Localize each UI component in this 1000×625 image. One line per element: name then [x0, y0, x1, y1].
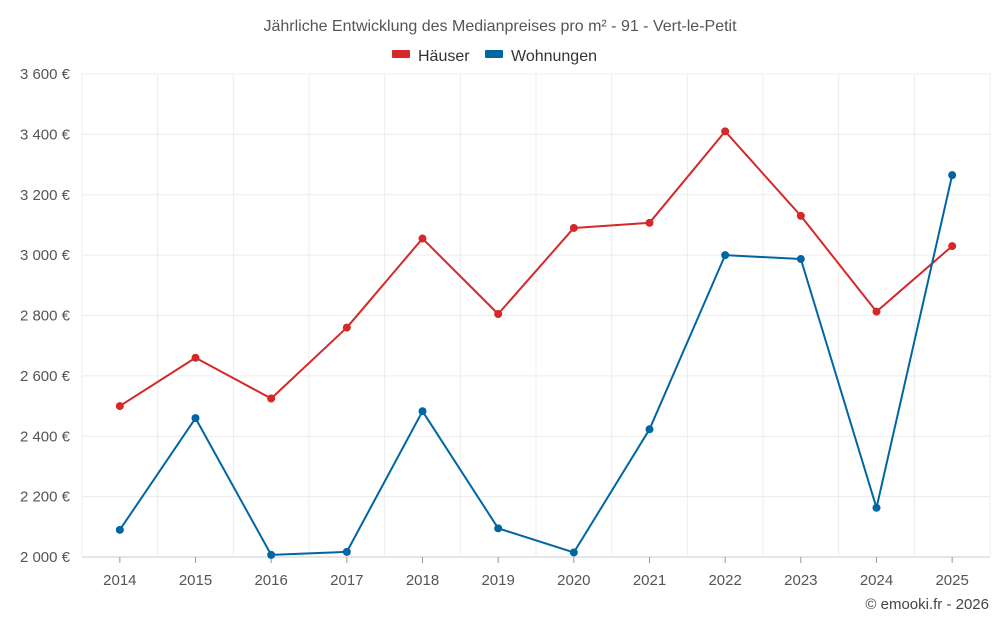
- y-tick-label: 3 600 €: [20, 66, 71, 83]
- gridlines: [81, 73, 991, 558]
- data-point-wohnungen[interactable]: [948, 171, 957, 180]
- x-tick-label: 2025: [935, 572, 968, 589]
- x-tick-label: 2018: [406, 572, 439, 589]
- y-tick-label: 2 000 €: [20, 549, 71, 566]
- y-tick-label: 2 600 €: [20, 368, 71, 385]
- data-point-hauser[interactable]: [569, 223, 578, 232]
- x-tick-label: 2016: [254, 572, 287, 589]
- data-point-wohnungen[interactable]: [721, 251, 730, 260]
- data-point-hauser[interactable]: [191, 353, 200, 362]
- data-point-wohnungen[interactable]: [645, 425, 654, 434]
- legend-label-hauser: Häuser: [418, 48, 470, 65]
- data-point-hauser[interactable]: [342, 323, 351, 332]
- data-point-hauser[interactable]: [267, 394, 276, 403]
- data-point-wohnungen[interactable]: [494, 524, 503, 533]
- data-point-hauser[interactable]: [872, 307, 881, 316]
- y-tick-label: 2 400 €: [20, 428, 71, 445]
- data-point-hauser[interactable]: [115, 402, 124, 411]
- data-point-wohnungen[interactable]: [267, 550, 276, 559]
- x-axis: 2014 2015 2016 2017 2018 2019 2020 2021 2022 2023…: [103, 557, 969, 589]
- legend-label-wohnungen: Wohnungen: [511, 48, 597, 65]
- legend-item-wohnungen[interactable]: Wohnungen: [485, 48, 597, 65]
- x-tick-label: 2017: [330, 572, 363, 589]
- data-point-wohnungen[interactable]: [569, 548, 578, 557]
- x-tick-label: 2014: [103, 572, 136, 589]
- x-tick-label: 2020: [557, 572, 590, 589]
- x-tick-label: 2015: [179, 572, 212, 589]
- data-point-hauser[interactable]: [948, 242, 957, 251]
- y-axis: 2 000 € 2 200 € 2 400 € 2 600 € 2 800 € 3 000…: [20, 66, 71, 566]
- series-line-hauser: [119, 130, 953, 407]
- data-point-hauser[interactable]: [418, 234, 427, 243]
- data-point-hauser[interactable]: [645, 218, 654, 227]
- data-point-wohnungen[interactable]: [191, 414, 200, 423]
- legend-swatch-wohnungen: [485, 50, 503, 58]
- data-point-wohnungen[interactable]: [796, 255, 805, 264]
- data-point-hauser[interactable]: [494, 309, 503, 318]
- plot-area: [115, 127, 957, 559]
- series-line-wohnungen: [119, 174, 954, 556]
- y-tick-label: 3 200 €: [20, 187, 71, 204]
- x-tick-label: 2023: [784, 572, 817, 589]
- data-point-wohnungen[interactable]: [115, 525, 124, 534]
- data-point-wohnungen[interactable]: [872, 503, 881, 512]
- y-tick-label: 3 400 €: [20, 126, 71, 143]
- x-tick-label: 2019: [481, 572, 514, 589]
- x-tick-label: 2024: [860, 572, 893, 589]
- data-point-wohnungen[interactable]: [418, 407, 427, 416]
- y-tick-label: 2 200 €: [20, 489, 71, 506]
- credit: © emooki.fr - 2026: [865, 596, 989, 613]
- data-point-wohnungen[interactable]: [342, 547, 351, 556]
- y-tick-label: 2 800 €: [20, 308, 71, 325]
- x-tick-label: 2022: [708, 572, 741, 589]
- data-point-hauser[interactable]: [721, 127, 730, 136]
- data-point-hauser[interactable]: [796, 211, 805, 220]
- legend-item-hauser[interactable]: Häuser: [392, 48, 470, 65]
- chart-title: Jährliche Entwicklung des Medianpreises …: [263, 18, 737, 35]
- x-tick-label: 2021: [633, 572, 666, 589]
- legend-swatch-hauser: [392, 50, 410, 58]
- legend: Häuser Wohnungen: [392, 48, 597, 65]
- y-tick-label: 3 000 €: [20, 247, 71, 264]
